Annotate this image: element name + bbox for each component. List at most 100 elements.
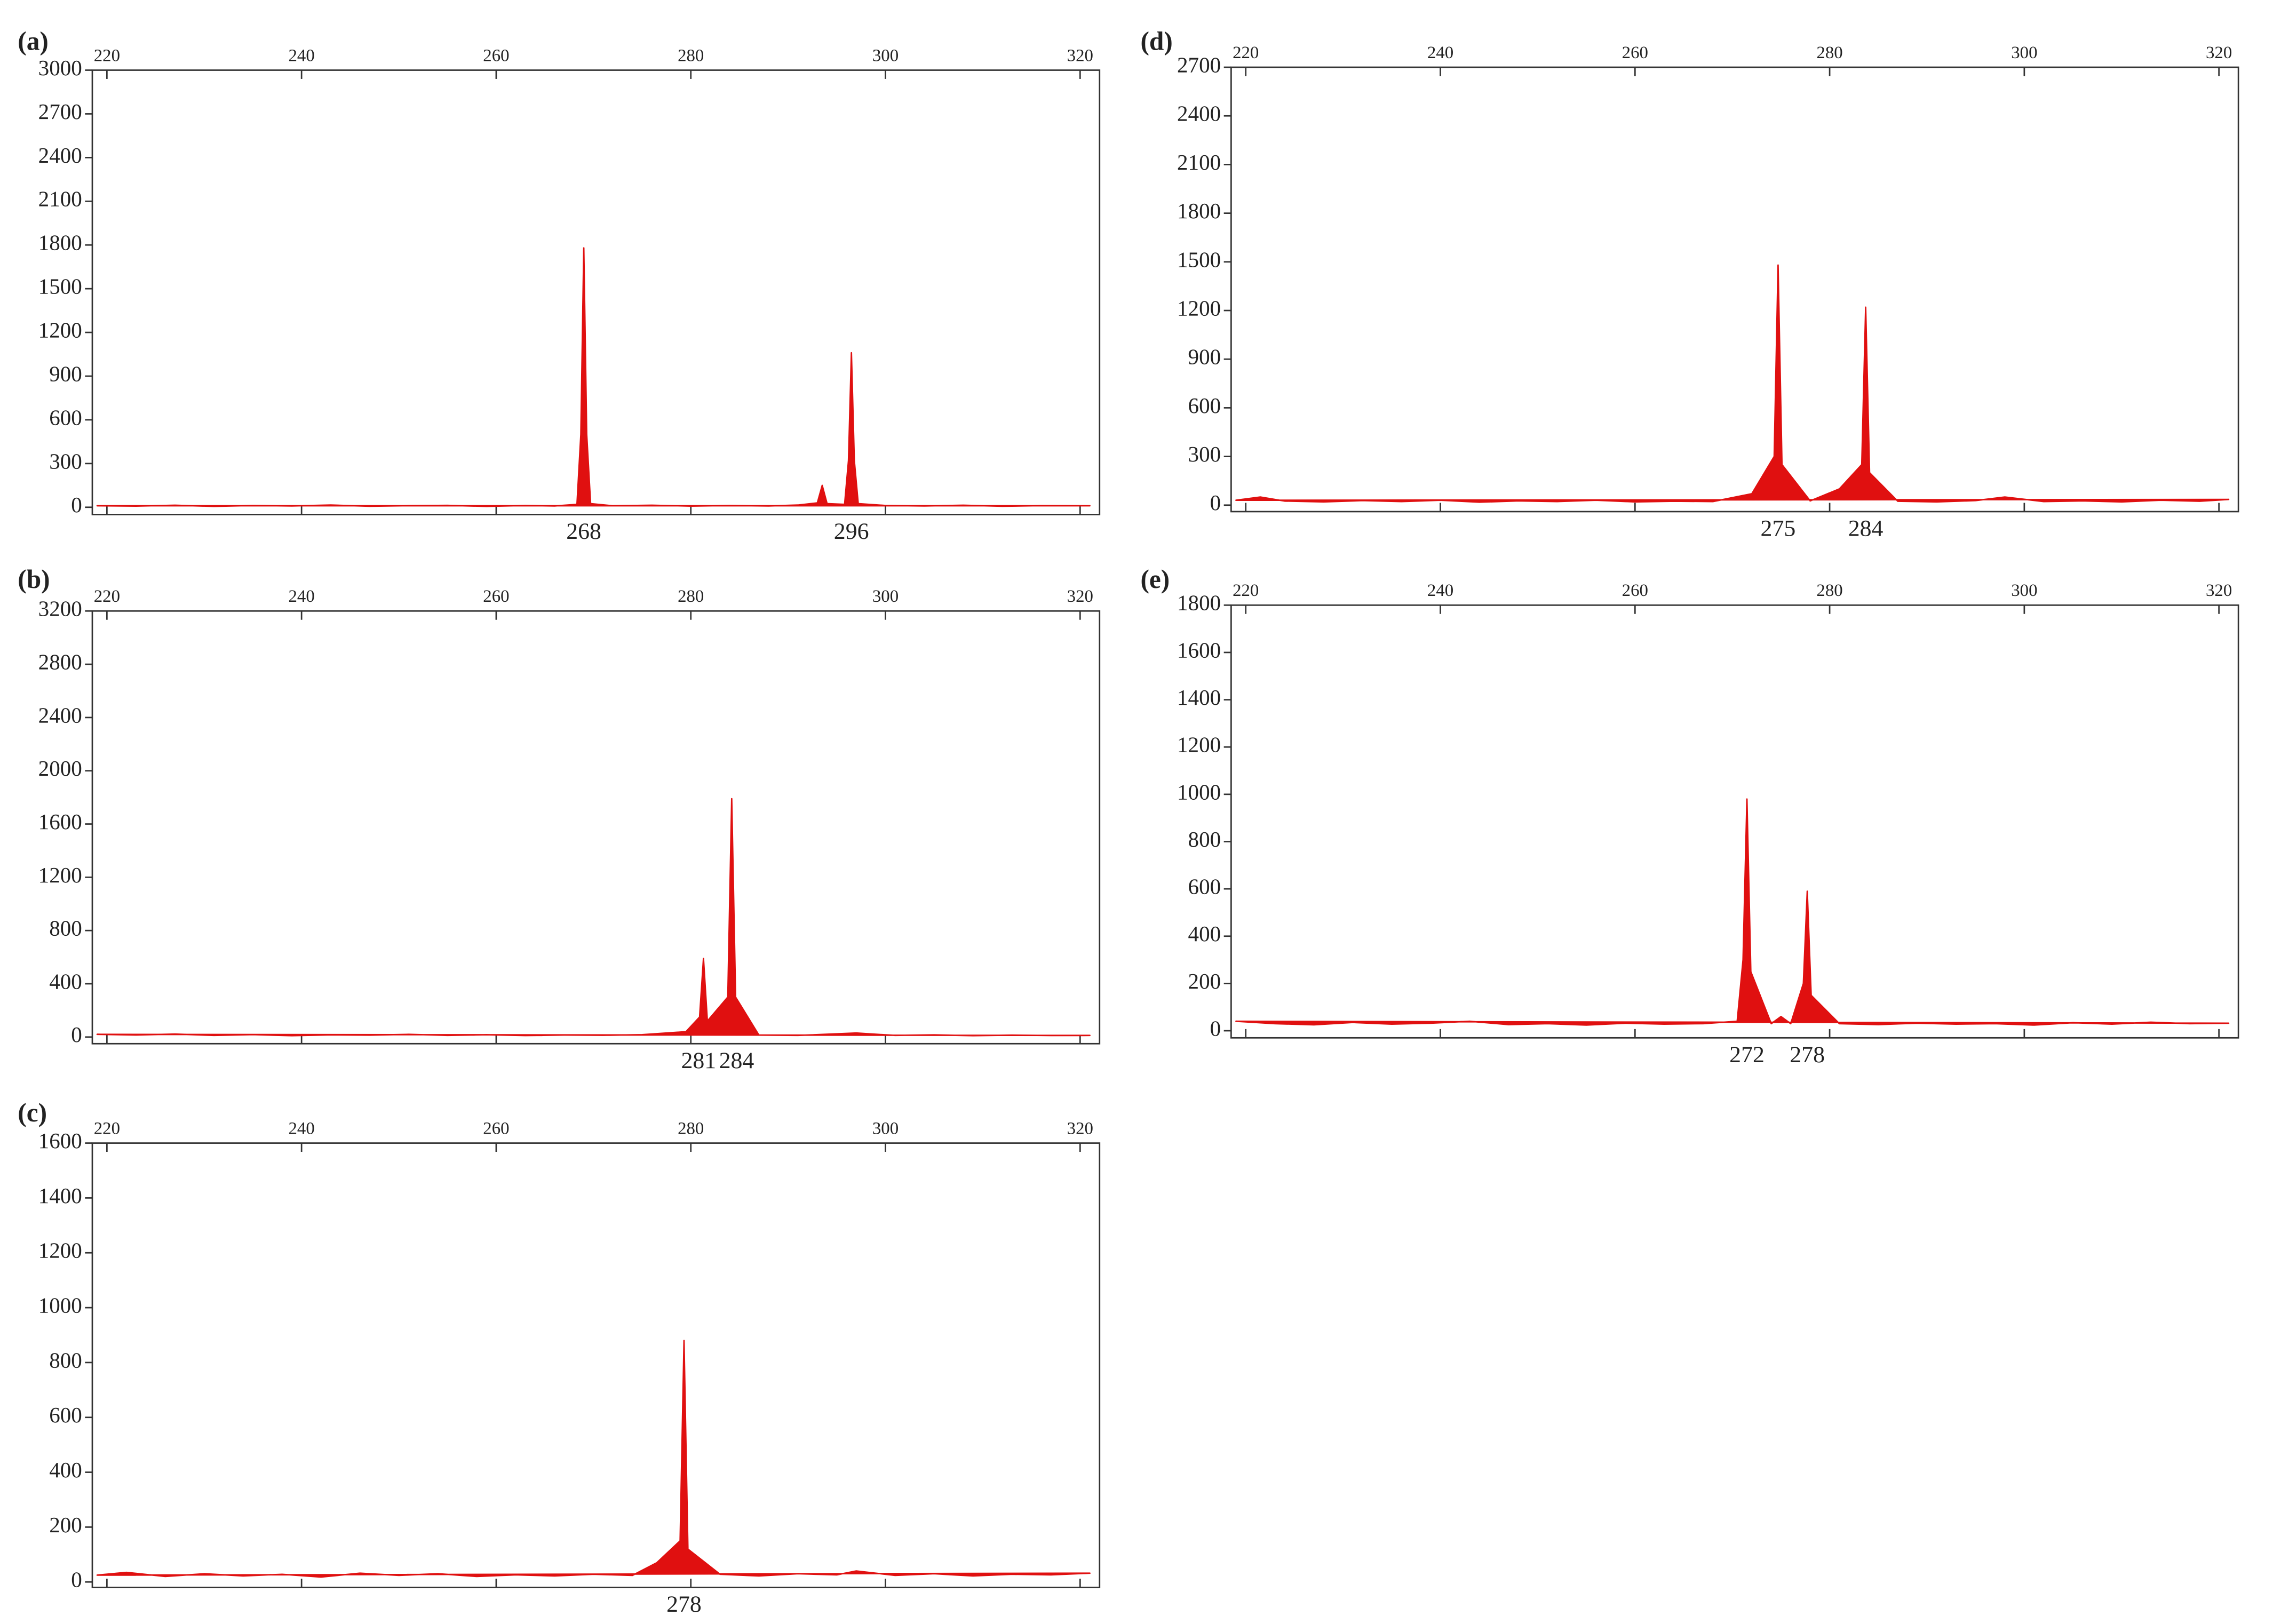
x-tick-label: 260	[1622, 581, 1648, 600]
y-tick-label: 2800	[38, 650, 82, 674]
panel-label: (e)	[1141, 564, 1170, 594]
panel-label: (b)	[18, 564, 50, 594]
y-tick-label: 0	[71, 1022, 82, 1047]
y-tick-label: 1400	[1177, 685, 1221, 710]
peak-label: 284	[719, 1048, 754, 1073]
plot-frame	[1230, 66, 2239, 513]
x-tick-label: 240	[289, 587, 315, 606]
x-tick-label: 320	[1067, 587, 1093, 606]
x-tick-label: 300	[872, 46, 899, 65]
y-tick-label: 2700	[1177, 52, 1221, 77]
y-tick-label: 900	[49, 361, 82, 386]
y-tick-label: 0	[1210, 1016, 1221, 1040]
y-tick-label: 1500	[38, 274, 82, 299]
y-tick-label: 1600	[1177, 638, 1221, 662]
y-tick-label: 3200	[38, 596, 82, 621]
panel: (e) 220 240 260 280 300 320 0 200 400 600 800 1000 12…	[1141, 564, 2239, 1068]
trace	[96, 798, 1091, 1037]
trace	[96, 1340, 1091, 1578]
y-tick-label: 1600	[38, 1128, 82, 1153]
y-tick-label: 1200	[38, 863, 82, 887]
x-tick-label: 280	[678, 1119, 704, 1138]
x-tick-label: 220	[94, 1119, 120, 1138]
y-tick-label: 0	[1210, 490, 1221, 515]
y-tick-label: 800	[1188, 827, 1221, 851]
x-tick-label: 220	[1233, 581, 1259, 600]
y-tick-label: 800	[49, 916, 82, 941]
y-tick-label: 1200	[38, 318, 82, 343]
y-tick-label: 600	[49, 1403, 82, 1427]
x-tick-label: 260	[1622, 43, 1648, 62]
y-tick-label: 2400	[38, 703, 82, 727]
panel: (c) 220 240 260 280 300 320 0 200 400 600 800 1000 12…	[18, 1098, 1101, 1617]
y-tick-label: 2400	[1177, 101, 1221, 126]
y-tick-label: 0	[71, 492, 82, 517]
trace	[1235, 798, 2230, 1026]
panel-label: (c)	[18, 1098, 47, 1127]
y-tick-label: 2400	[38, 143, 82, 168]
y-tick-label: 900	[1188, 345, 1221, 369]
y-tick-label: 400	[1188, 921, 1221, 946]
panel: (d) 220 240 260 280 300 320 0 300 600 900 1200 1500 1…	[1141, 27, 2239, 542]
x-tick-label: 300	[2011, 43, 2037, 62]
y-tick-label: 2000	[38, 756, 82, 781]
y-tick-label: 1600	[38, 809, 82, 834]
y-tick-label: 3000	[38, 55, 82, 80]
y-tick-label: 0	[71, 1567, 82, 1592]
y-tick-label: 600	[1188, 393, 1221, 418]
y-tick-label: 600	[1188, 874, 1221, 899]
y-tick-label: 2100	[38, 187, 82, 211]
y-tick-label: 1200	[38, 1238, 82, 1263]
x-tick-label: 240	[1427, 581, 1453, 600]
peak-label: 278	[666, 1591, 702, 1617]
x-tick-label: 280	[1816, 581, 1842, 600]
y-tick-label: 200	[1188, 969, 1221, 993]
y-tick-label: 800	[49, 1348, 82, 1372]
peak-label: 268	[566, 519, 601, 544]
x-tick-label: 300	[2011, 581, 2037, 600]
x-tick-label: 320	[2206, 581, 2232, 600]
x-tick-label: 220	[94, 587, 120, 606]
y-tick-label: 300	[49, 449, 82, 473]
plot-frame	[1230, 604, 2239, 1039]
y-tick-label: 400	[49, 969, 82, 993]
y-tick-label: 1800	[38, 230, 82, 255]
y-tick-label: 400	[49, 1458, 82, 1482]
peak-label: 272	[1729, 1042, 1765, 1068]
x-tick-label: 260	[483, 1119, 509, 1138]
y-tick-label: 1200	[1177, 733, 1221, 757]
plot-frame	[91, 1142, 1101, 1588]
y-tick-label: 1400	[38, 1183, 82, 1208]
plot-frame	[91, 610, 1101, 1045]
x-tick-label: 240	[289, 46, 315, 65]
panel-label: (a)	[18, 27, 48, 56]
peak-label: 281	[681, 1048, 716, 1073]
y-tick-label: 1800	[1177, 591, 1221, 615]
x-tick-label: 280	[678, 587, 704, 606]
peak-label: 296	[834, 519, 869, 544]
x-tick-label: 280	[1816, 43, 1842, 62]
y-tick-label: 1000	[38, 1293, 82, 1318]
x-tick-label: 260	[483, 587, 509, 606]
panel: (b)220 240 260 280 300 3200400800120016002000…	[18, 564, 1101, 1073]
y-tick-label: 200	[49, 1512, 82, 1537]
x-tick-label: 320	[1067, 46, 1093, 65]
x-tick-label: 220	[94, 46, 120, 65]
y-tick-label: 300	[1188, 442, 1221, 466]
y-tick-label: 2100	[1177, 150, 1221, 174]
x-tick-label: 240	[289, 1119, 315, 1138]
panel-label: (d)	[1141, 27, 1173, 56]
peak-label: 284	[1848, 516, 1883, 542]
x-tick-label: 220	[1233, 43, 1259, 62]
peak-label: 278	[1790, 1042, 1825, 1068]
x-tick-label: 260	[483, 46, 509, 65]
y-tick-label: 1800	[1177, 198, 1221, 223]
x-tick-label: 240	[1427, 43, 1453, 62]
trace	[1235, 264, 2230, 503]
y-tick-label: 1000	[1177, 779, 1221, 804]
peak-label: 275	[1761, 516, 1796, 542]
plot-frame	[91, 69, 1101, 515]
x-tick-label: 300	[872, 1119, 899, 1138]
